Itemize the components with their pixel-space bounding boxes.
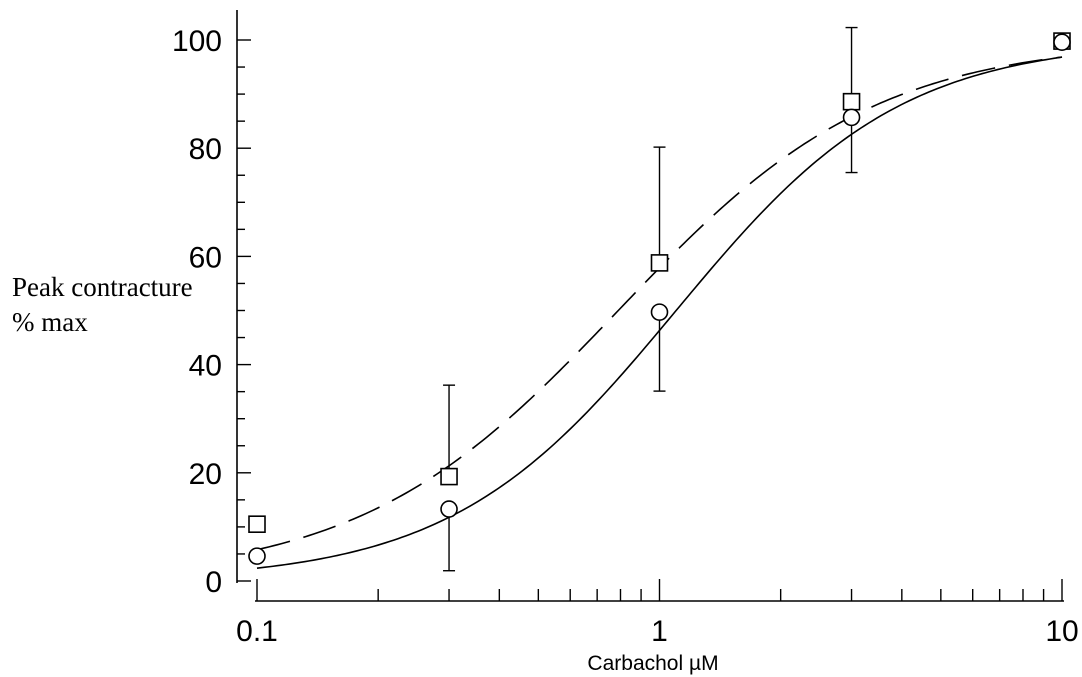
circle-marker <box>248 547 266 565</box>
y-tick-label: 80 <box>189 133 222 166</box>
axes <box>236 10 1064 602</box>
circle-marker <box>1053 33 1071 51</box>
y-tick-label: 40 <box>189 350 222 383</box>
data-markers <box>248 32 1071 565</box>
y-axis-title-line-1: Peak contracture <box>12 272 193 302</box>
square-marker <box>440 467 458 486</box>
circle-marker <box>842 108 861 127</box>
y-tick-label: 100 <box>172 25 222 58</box>
y-tick-label: 60 <box>189 241 222 274</box>
square-marker <box>650 254 669 272</box>
x-axis-title: Carbachol µM <box>587 652 718 675</box>
y-tick-label: 0 <box>205 566 222 599</box>
x-tick-label: 1 <box>651 615 668 648</box>
x-tick-label: 10 <box>1045 615 1078 648</box>
x-tick-label: 0.1 <box>236 615 278 648</box>
square-marker <box>842 92 861 111</box>
error-bars <box>443 26 858 572</box>
square-marker <box>248 515 266 533</box>
circle-marker <box>440 500 458 518</box>
y-axis-title-line-2: % max <box>12 307 88 337</box>
y-tick-label: 20 <box>189 458 222 491</box>
circle-marker <box>650 303 669 321</box>
tick-labels: 0 20 40 60 80 100 0.1 1 10 <box>172 25 1079 648</box>
